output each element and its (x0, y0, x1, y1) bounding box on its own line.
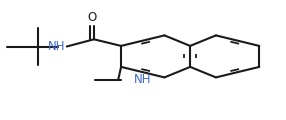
Text: NH: NH (48, 40, 65, 53)
Text: NH: NH (134, 73, 152, 86)
Text: O: O (87, 11, 97, 24)
